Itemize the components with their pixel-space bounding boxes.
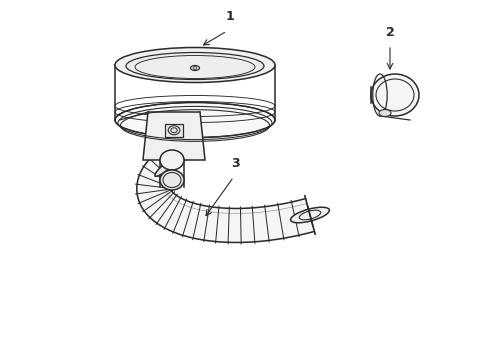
Ellipse shape bbox=[160, 150, 184, 170]
Ellipse shape bbox=[371, 74, 419, 116]
Ellipse shape bbox=[379, 109, 391, 117]
Ellipse shape bbox=[115, 103, 275, 138]
Ellipse shape bbox=[193, 67, 197, 69]
Ellipse shape bbox=[160, 170, 184, 190]
Ellipse shape bbox=[168, 126, 180, 135]
Ellipse shape bbox=[291, 207, 329, 223]
Ellipse shape bbox=[191, 66, 199, 71]
Ellipse shape bbox=[155, 154, 181, 176]
Polygon shape bbox=[143, 112, 205, 160]
Text: 3: 3 bbox=[231, 157, 240, 170]
Ellipse shape bbox=[126, 53, 264, 80]
Text: 2: 2 bbox=[386, 26, 394, 39]
Ellipse shape bbox=[115, 48, 275, 82]
Polygon shape bbox=[137, 152, 315, 243]
Text: 1: 1 bbox=[225, 10, 234, 23]
Bar bbox=[165, 124, 183, 136]
